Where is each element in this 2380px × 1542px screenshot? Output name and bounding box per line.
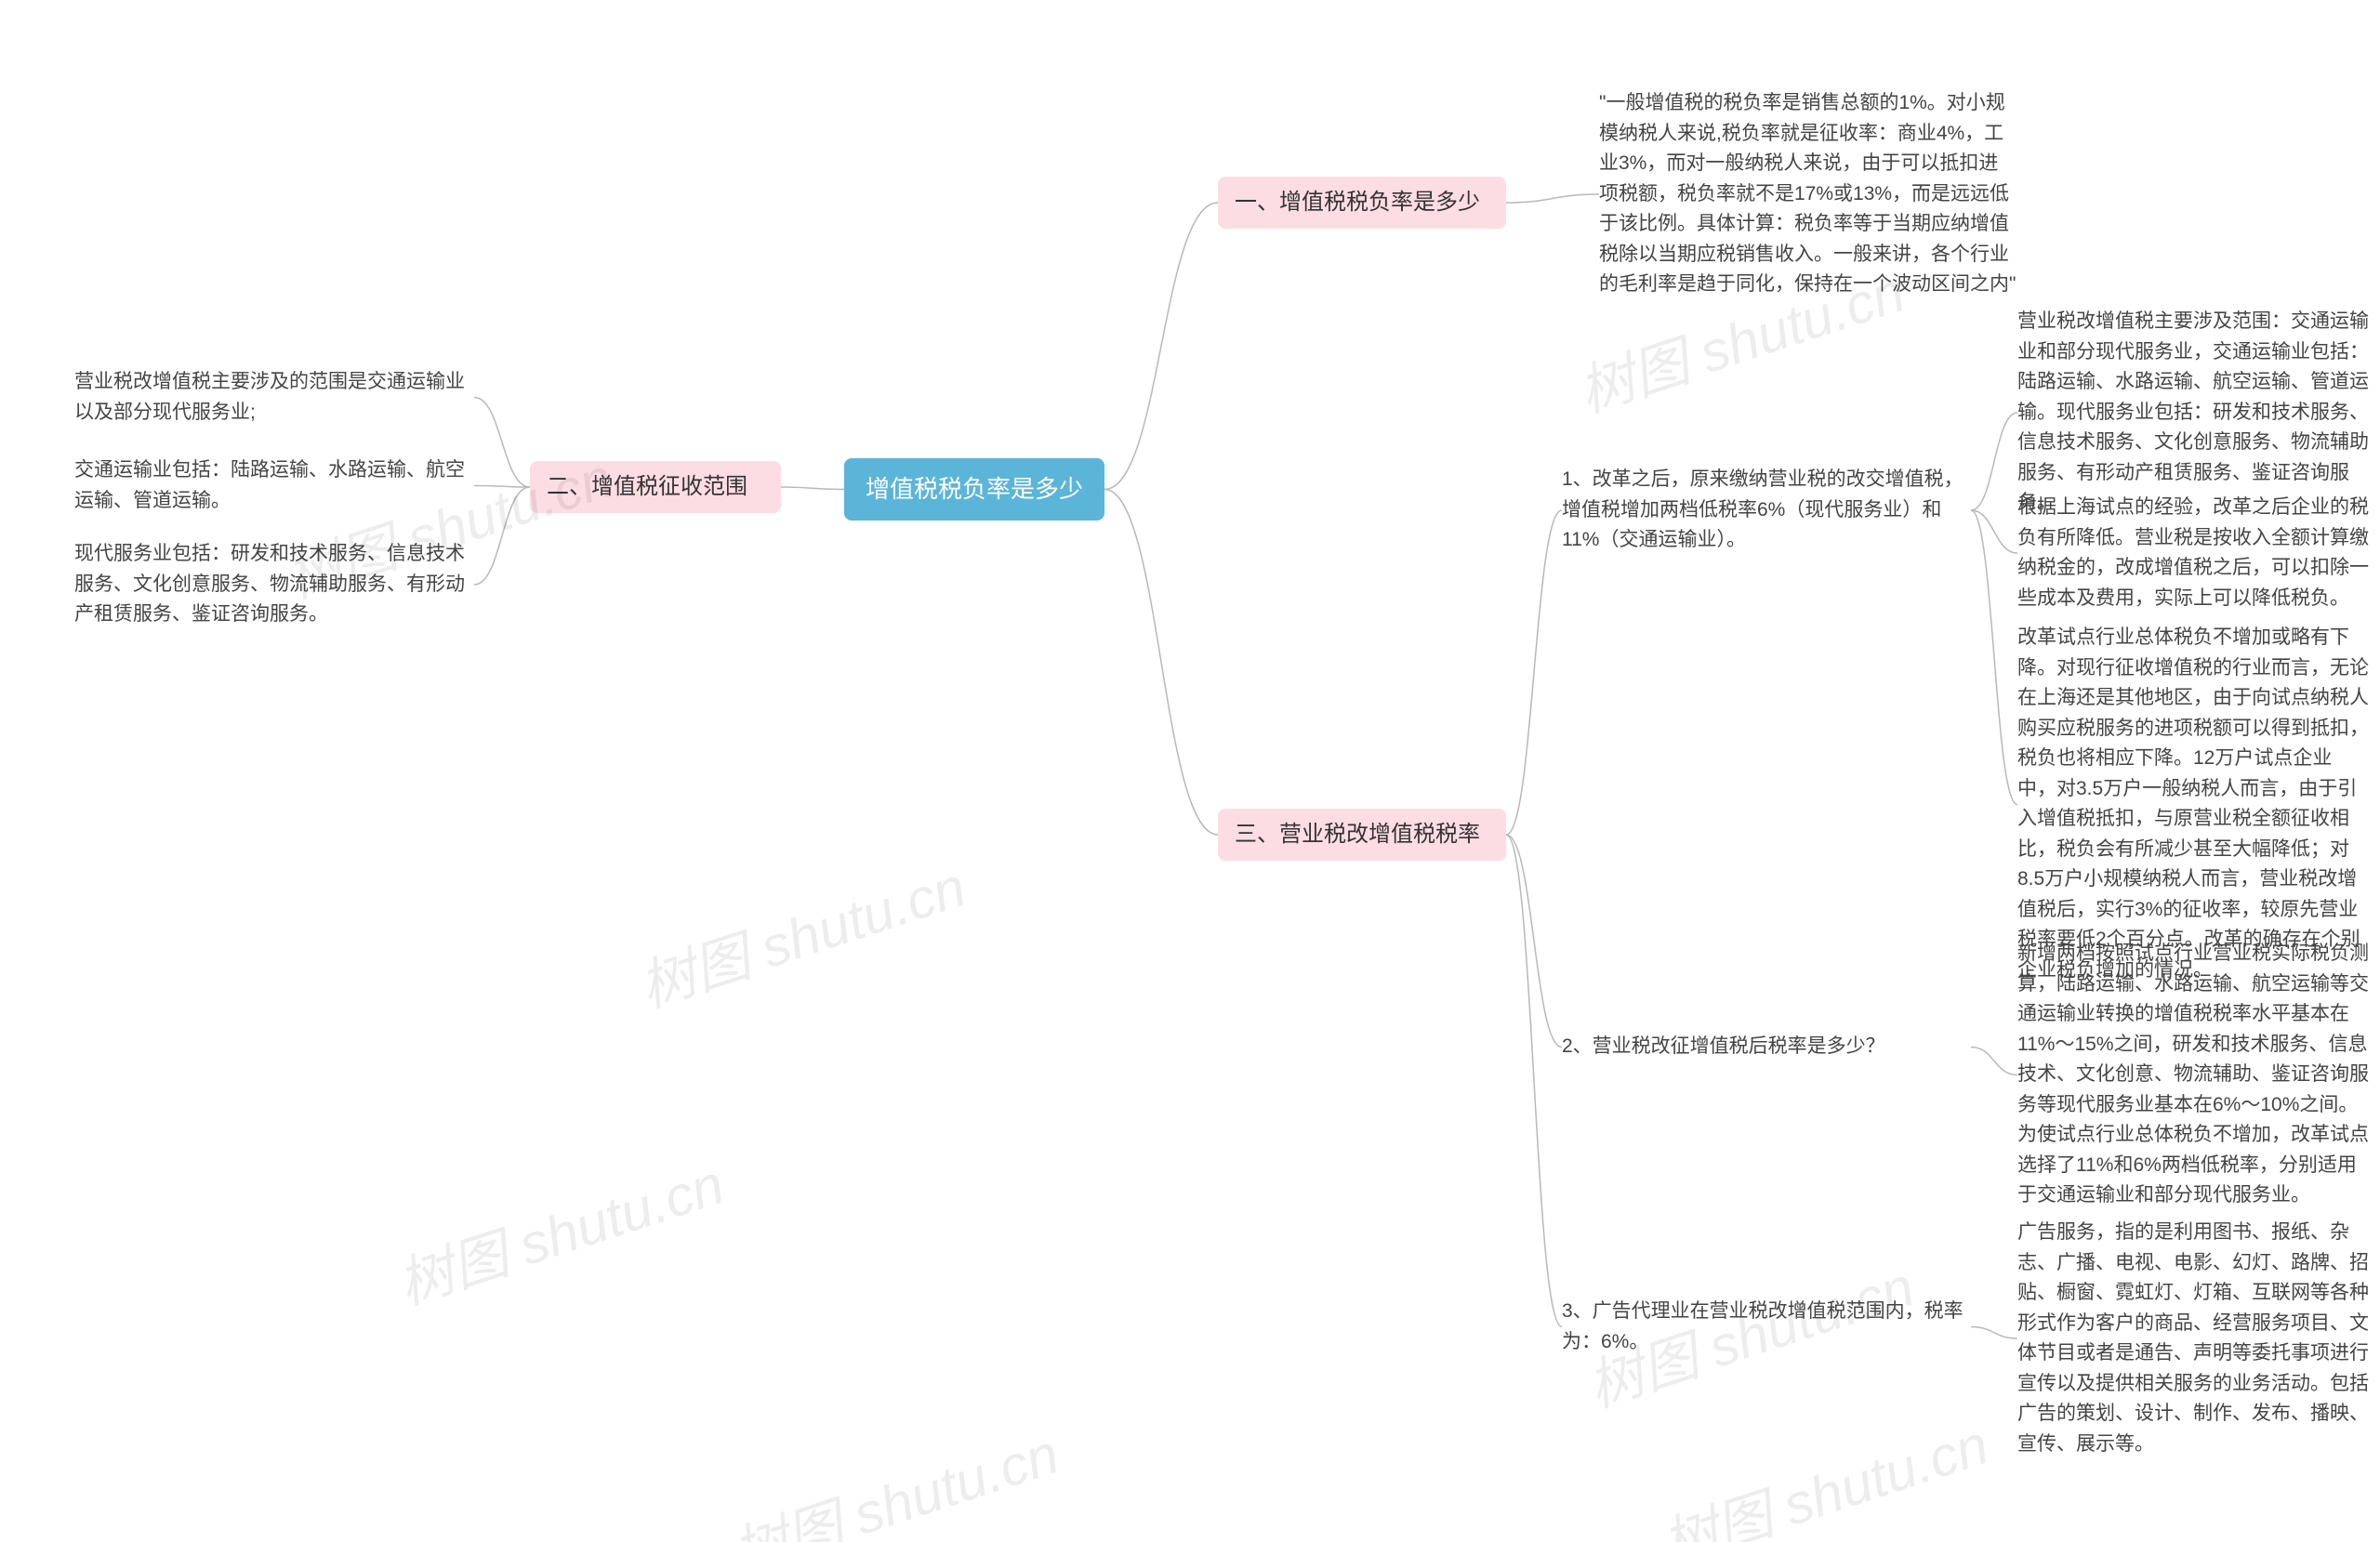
right-1-child-0: 1、改革之后，原来缴纳营业税的改交增值税，增值税增加两档低税率6%（现代服务业）… bbox=[1562, 465, 1971, 556]
left-leaf-1: 交通运输业包括：陆路运输、水路运输、航空运输、管道运输。 bbox=[74, 455, 474, 516]
watermark-3: 树图 shutu.cn bbox=[628, 842, 974, 1023]
right-1-child-0-gc-1: 根据上海试点的经验，改革之后企业的税负有所降低。营业税是按收入全额计算缴纳税金的… bbox=[2017, 493, 2371, 613]
root-node: 增值税税负率是多少 bbox=[844, 458, 1104, 521]
branch-left: 二、增值税征收范围 bbox=[530, 461, 781, 513]
watermark-2: 树图 shutu.cn bbox=[721, 1409, 1067, 1542]
watermark-6: 树图 shutu.cn bbox=[1650, 1400, 1997, 1542]
left-leaf-2: 现代服务业包括：研发和技术服务、信息技术服务、文化创意服务、物流辅助服务、有形动… bbox=[74, 539, 474, 630]
right-1-child-2: 3、广告代理业在营业税改增值税范围内，税率为：6%。 bbox=[1562, 1297, 1971, 1357]
right-1-child-1: 2、营业税改征增值税后税率是多少？ bbox=[1562, 1032, 1971, 1062]
right-1-child-0-gc-0: 营业税改增值税主要涉及范围：交通运输业和部分现代服务业，交通运输业包括：陆路运输… bbox=[2017, 307, 2371, 519]
right-1-child-1-gc-0: 新增两档按照试点行业营业税实际税负测算，陆路运输、水路运输、航空运输等交通运输业… bbox=[2017, 939, 2371, 1211]
branch-right-1: 三、营业税改增值税税率 bbox=[1218, 809, 1506, 861]
right-1-child-2-gc-0: 广告服务，指的是利用图书、报纸、杂志、广播、电视、电影、幻灯、路牌、招贴、橱窗、… bbox=[2017, 1218, 2371, 1459]
left-leaf-0: 营业税改增值税主要涉及的范围是交通运输业以及部分现代服务业; bbox=[74, 367, 474, 428]
watermark-1: 树图 shutu.cn bbox=[386, 1140, 733, 1321]
right-0-child-0: "一般增值税的税负率是销售总额的1%。对小规模纳税人来说,税负率就是征收率：商业… bbox=[1599, 88, 2017, 300]
right-1-child-0-gc-2: 改革试点行业总体税负不增加或略有下降。对现行征收增值税的行业而言，无论在上海还是… bbox=[2017, 623, 2371, 986]
branch-right-0: 一、增值税税负率是多少 bbox=[1218, 177, 1506, 229]
